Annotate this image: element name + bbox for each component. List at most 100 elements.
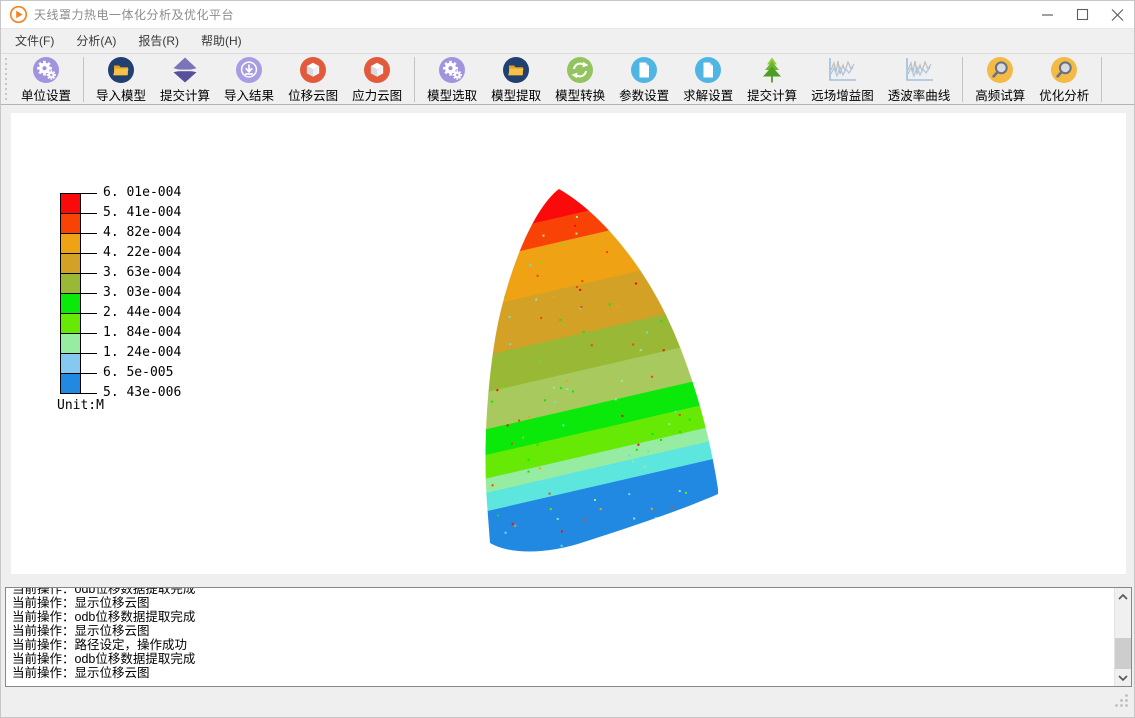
toolbar-button-magnifier[interactable]: 优化分析	[1032, 54, 1096, 104]
toolbar-button-gear[interactable]: 模型选取	[420, 54, 484, 104]
legend-tick-label: 2. 44e-004	[103, 305, 182, 320]
toolbar-button-label: 提交计算	[747, 89, 798, 103]
app-logo-icon	[9, 5, 28, 24]
legend-tick-mark	[81, 193, 97, 194]
legend-tick-mark	[81, 293, 97, 294]
toolbar-button-document[interactable]: 参数设置	[612, 54, 676, 104]
operation-log: 当前操作：odb位移数据提取完成 当前操作：显示位移云图 当前操作：odb位移数据提…	[5, 587, 1132, 687]
menu-item[interactable]: 帮助(H)	[201, 33, 242, 48]
legend-color-segment	[60, 313, 81, 334]
tree-icon	[757, 55, 787, 85]
legend-color-segment	[60, 193, 81, 214]
menu-item[interactable]: 文件(F)	[15, 33, 55, 48]
legend-color-segment	[60, 293, 81, 314]
scroll-down-icon[interactable]	[1115, 669, 1131, 686]
window-controls	[1029, 1, 1134, 29]
gear-icon	[437, 55, 467, 85]
maximize-button[interactable]	[1064, 1, 1099, 29]
toolbar-separator	[1101, 56, 1103, 102]
legend-unit-label: Unit:M	[57, 398, 104, 413]
folder-icon	[501, 55, 531, 85]
legend-tick-mark	[81, 253, 97, 254]
scrollbar-thumb[interactable]	[1115, 638, 1131, 669]
toolbar-button-label: 优化分析	[1039, 89, 1090, 103]
toolbar-button-gear[interactable]: 单位设置	[14, 54, 78, 104]
cube-icon	[362, 55, 392, 85]
toolbar-button-label: 透波率曲线	[887, 89, 951, 103]
toolbar-grip[interactable]	[4, 58, 8, 100]
log-line: 当前操作：显示位移云图	[12, 666, 150, 680]
log-scrollbar[interactable]	[1114, 588, 1131, 686]
toolbar-button-tree[interactable]: 提交计算	[740, 54, 804, 104]
legend-tick-mark	[81, 213, 97, 214]
toolbar-button-cube[interactable]: 位移云图	[281, 54, 345, 104]
toolbar-button-folder[interactable]: 模型提取	[484, 54, 548, 104]
waveform-icon	[825, 55, 859, 85]
log-line: 当前操作：odb位移数据提取完成	[12, 652, 196, 666]
legend-color-segment	[60, 333, 81, 354]
minimize-button[interactable]	[1029, 1, 1064, 29]
waveform-icon	[902, 55, 936, 85]
scroll-up-icon[interactable]	[1115, 588, 1131, 605]
magnifier-icon	[985, 55, 1015, 85]
legend-color-segment	[60, 373, 81, 394]
legend-color-segment	[60, 253, 81, 274]
toolbar-button-label: 模型转换	[555, 89, 606, 103]
magnifier-icon	[1049, 55, 1079, 85]
toolbar-separator	[962, 56, 964, 102]
toolbar-button-refresh[interactable]: 模型转换	[548, 54, 612, 104]
legend-tick-label: 3. 03e-004	[103, 285, 182, 300]
toolbar-button-label: 位移云图	[288, 89, 339, 103]
spinner-icon	[170, 55, 200, 85]
legend-tick-label: 5. 43e-006	[103, 385, 182, 400]
toolbar-button-label: 导入模型	[96, 89, 147, 103]
menu-item[interactable]: 报告(R)	[138, 33, 179, 48]
legend-tick-mark	[81, 333, 97, 334]
toolbar-button-label: 提交计算	[160, 89, 211, 103]
title-bar: 天线罩力热电一体化分析及优化平台	[1, 1, 1134, 29]
toolbar-button-label: 求解设置	[683, 89, 734, 103]
toolbar-button-cube[interactable]: 应力云图	[345, 54, 409, 104]
toolbar-button-label: 参数设置	[619, 89, 670, 103]
toolbar-separator	[83, 56, 85, 102]
toolbar-button-label: 远场增益图	[811, 89, 874, 103]
legend-tick-mark	[81, 233, 97, 234]
legend-tick-label: 4. 22e-004	[103, 245, 182, 260]
toolbar-button-document[interactable]: 求解设置	[676, 54, 740, 104]
toolbar-button-label: 高频试算	[975, 89, 1026, 103]
toolbar-button-label: 应力云图	[352, 89, 403, 103]
download-icon	[234, 55, 264, 85]
refresh-icon	[565, 55, 595, 85]
log-content: 当前操作：odb位移数据提取完成 当前操作：显示位移云图 当前操作：odb位移数据提…	[6, 588, 1131, 680]
menu-bar: 文件(F) 分析(A) 报告(R) 帮助(H)	[1, 29, 1134, 54]
legend-tick-mark	[81, 353, 97, 354]
toolbar-button-label: 单位设置	[21, 89, 72, 103]
menu-item[interactable]: 分析(A)	[76, 33, 117, 48]
log-line: 当前操作：显示位移云图	[12, 596, 150, 610]
model-viewport[interactable]: 6. 01e-004 5. 41e-004 4. 82e-004 4. 22e-004…	[11, 113, 1126, 574]
toolbar-button-label: 导入结果	[224, 89, 275, 103]
legend-tick-mark	[81, 273, 97, 274]
legend-tick-mark	[81, 393, 97, 394]
close-button[interactable]	[1099, 1, 1134, 29]
resize-grip-icon[interactable]	[1114, 693, 1129, 713]
document-icon	[629, 55, 659, 85]
toolbar-button-spinner[interactable]: 提交计算	[153, 54, 217, 104]
toolbar: 单位设置 导入模型 提交计算 导入结果 位移云图 应力云图 模型选取 模型提取 …	[1, 54, 1134, 105]
toolbar-button-label: 模型提取	[491, 89, 542, 103]
toolbar-button-download[interactable]: 导入结果	[217, 54, 281, 104]
legend-tick-label: 4. 82e-004	[103, 225, 182, 240]
folder-icon	[106, 55, 136, 85]
legend-tick-label: 3. 63e-004	[103, 265, 182, 280]
legend-tick-mark	[81, 373, 97, 374]
legend-tick-label: 5. 41e-004	[103, 205, 182, 220]
legend-tick-label: 6. 5e-005	[103, 365, 174, 380]
toolbar-button-magnifier[interactable]: 高频试算	[968, 54, 1032, 104]
radome-model	[485, 189, 718, 552]
cube-icon	[298, 55, 328, 85]
legend-tick-label: 1. 84e-004	[103, 325, 182, 340]
toolbar-button-waveform[interactable]: 透波率曲线	[881, 54, 958, 104]
toolbar-button-waveform[interactable]: 远场增益图	[804, 54, 881, 104]
legend-color-segment	[60, 273, 81, 294]
toolbar-button-folder[interactable]: 导入模型	[89, 54, 153, 104]
